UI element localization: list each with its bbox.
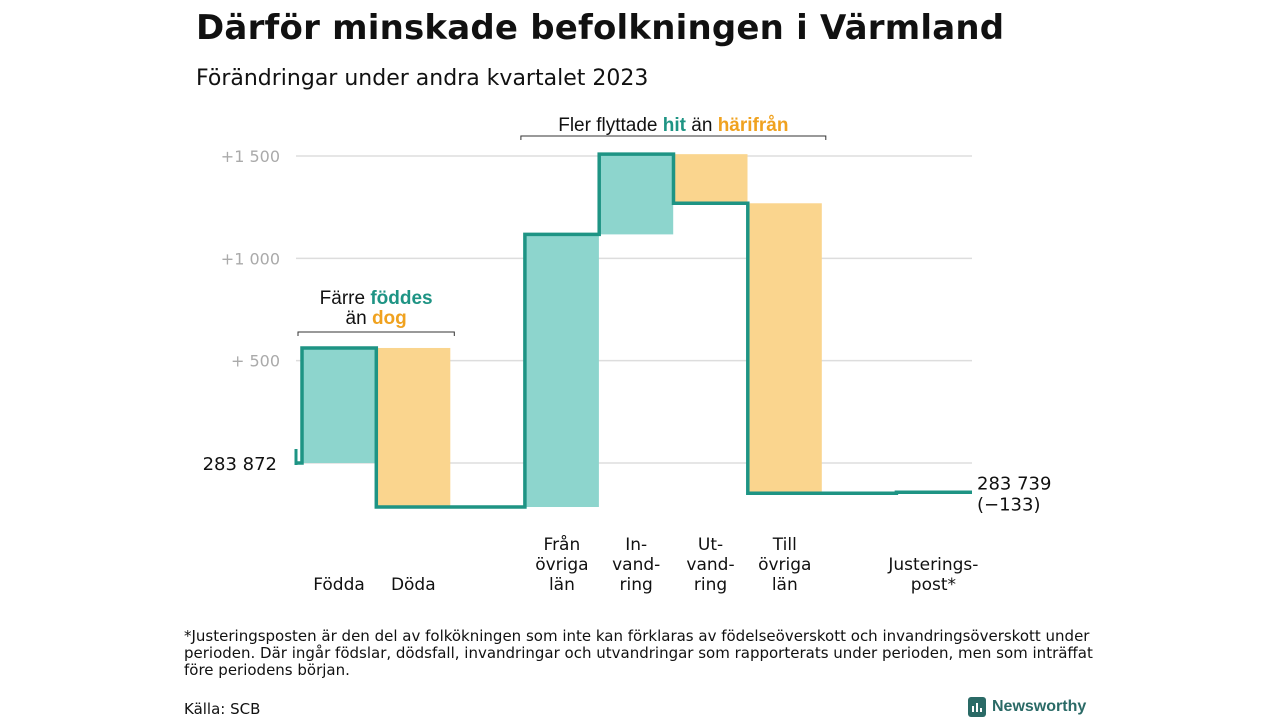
source-note: Källa: SCB	[184, 700, 261, 718]
bar-decrease	[747, 203, 822, 494]
y-tick-label: +1 500	[221, 147, 280, 166]
bar-increase	[302, 347, 376, 463]
cumulative-step-line	[296, 152, 972, 509]
bar-increase	[524, 234, 599, 508]
end-value-label: 283 739	[977, 473, 1051, 494]
category-label: Justerings-post*	[887, 555, 978, 595]
category-label: Födda	[313, 575, 365, 595]
annotation-line: än dog	[346, 308, 407, 329]
y-tick-label: + 500	[231, 352, 280, 371]
annotation-bracket	[297, 331, 455, 336]
chart-subtitle: Förändringar under andra kvartalet 2023	[196, 66, 649, 91]
annotation-line: Färre föddes	[320, 288, 433, 309]
chart-title: Därför minskade befolkningen i Värmland	[196, 8, 1005, 48]
category-label: Döda	[391, 575, 436, 595]
y-tick-label: +1 000	[221, 249, 280, 268]
category-label: Till övriga län	[758, 535, 811, 595]
category-label: Från övriga län	[535, 534, 588, 595]
footnote: *Justeringsposten är den del av folkökni…	[184, 627, 1093, 679]
brand-name: Newsworthy	[992, 698, 1087, 715]
category-label: In-vand-ring	[612, 535, 660, 595]
newsworthy-logo-icon	[968, 697, 986, 717]
bar-increase	[599, 154, 674, 235]
start-value-label: 283 872	[203, 454, 277, 475]
category-label: Ut-vand-ring	[686, 535, 734, 595]
brand-logo: Newsworthy	[968, 697, 1086, 717]
annotation-line: Fler flyttade hit än härifrån	[558, 115, 788, 136]
bar-decrease	[376, 347, 451, 508]
annotation-bracket	[520, 135, 827, 140]
end-change-label: (−133)	[977, 494, 1040, 515]
bar-decrease	[673, 154, 748, 204]
